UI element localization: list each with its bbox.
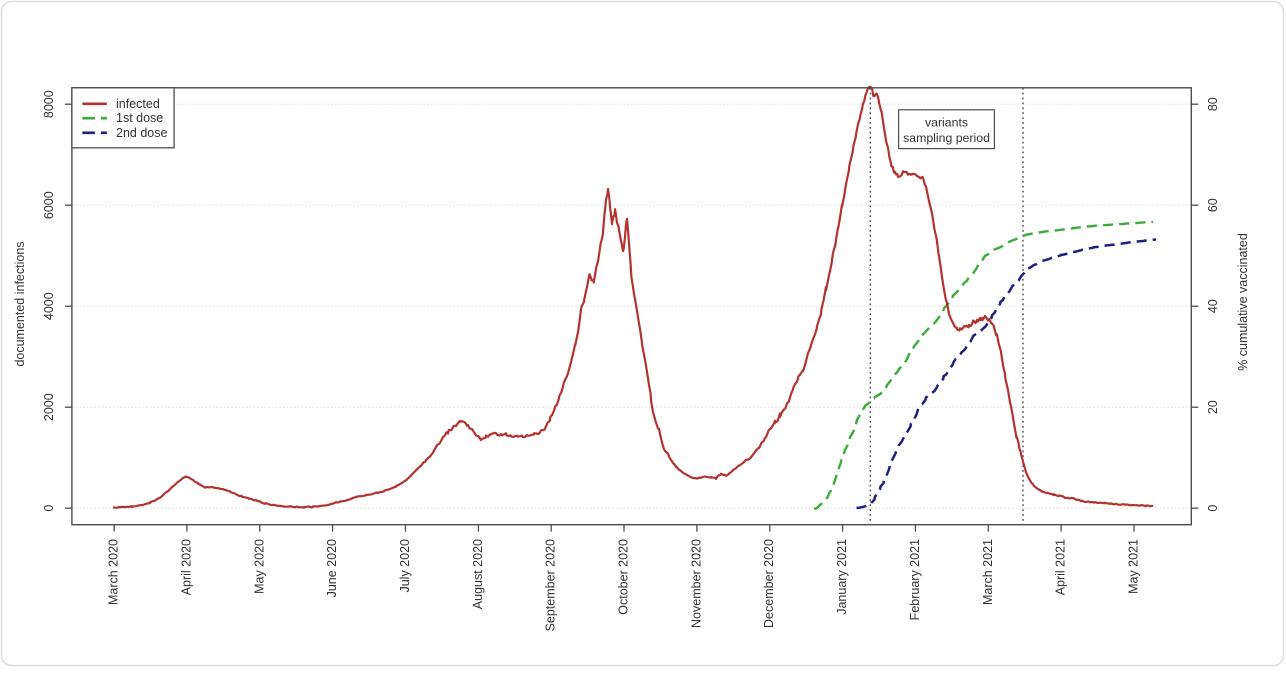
- svg-text:2000: 2000: [42, 393, 56, 421]
- svg-text:August 2020: August 2020: [471, 539, 485, 609]
- svg-text:80: 80: [1206, 97, 1220, 111]
- svg-text:documented infections: documented infections: [13, 241, 27, 366]
- svg-text:April 2020: April 2020: [179, 539, 193, 595]
- svg-text:infected: infected: [116, 97, 160, 111]
- svg-text:September 2020: September 2020: [544, 539, 558, 631]
- svg-text:4000: 4000: [42, 292, 56, 320]
- svg-text:40: 40: [1206, 299, 1220, 313]
- svg-text:6000: 6000: [42, 191, 56, 219]
- svg-text:May 2020: May 2020: [252, 539, 266, 594]
- svg-text:2nd dose: 2nd dose: [116, 126, 167, 140]
- svg-text:May 2021: May 2021: [1127, 539, 1141, 594]
- svg-text:60: 60: [1206, 198, 1220, 212]
- svg-text:March 2021: March 2021: [981, 539, 995, 605]
- svg-text:March 2020: March 2020: [107, 539, 121, 605]
- svg-text:0: 0: [42, 505, 56, 512]
- svg-text:% cumulative vaccinated: % cumulative vaccinated: [1236, 233, 1250, 371]
- svg-text:20: 20: [1206, 400, 1220, 414]
- svg-text:0: 0: [1206, 505, 1220, 512]
- svg-text:January 2021: January 2021: [835, 539, 849, 615]
- svg-text:1st dose: 1st dose: [116, 111, 163, 125]
- svg-text:variants: variants: [925, 116, 968, 130]
- svg-text:February 2021: February 2021: [908, 539, 922, 620]
- svg-text:June 2020: June 2020: [325, 539, 339, 597]
- svg-text:November 2020: November 2020: [689, 539, 703, 628]
- svg-text:sampling period: sampling period: [903, 131, 990, 145]
- svg-text:December 2020: December 2020: [762, 539, 776, 628]
- svg-text:October 2020: October 2020: [617, 539, 631, 615]
- svg-text:July 2020: July 2020: [398, 539, 412, 593]
- svg-text:8000: 8000: [42, 90, 56, 118]
- svg-text:April 2021: April 2021: [1054, 539, 1068, 595]
